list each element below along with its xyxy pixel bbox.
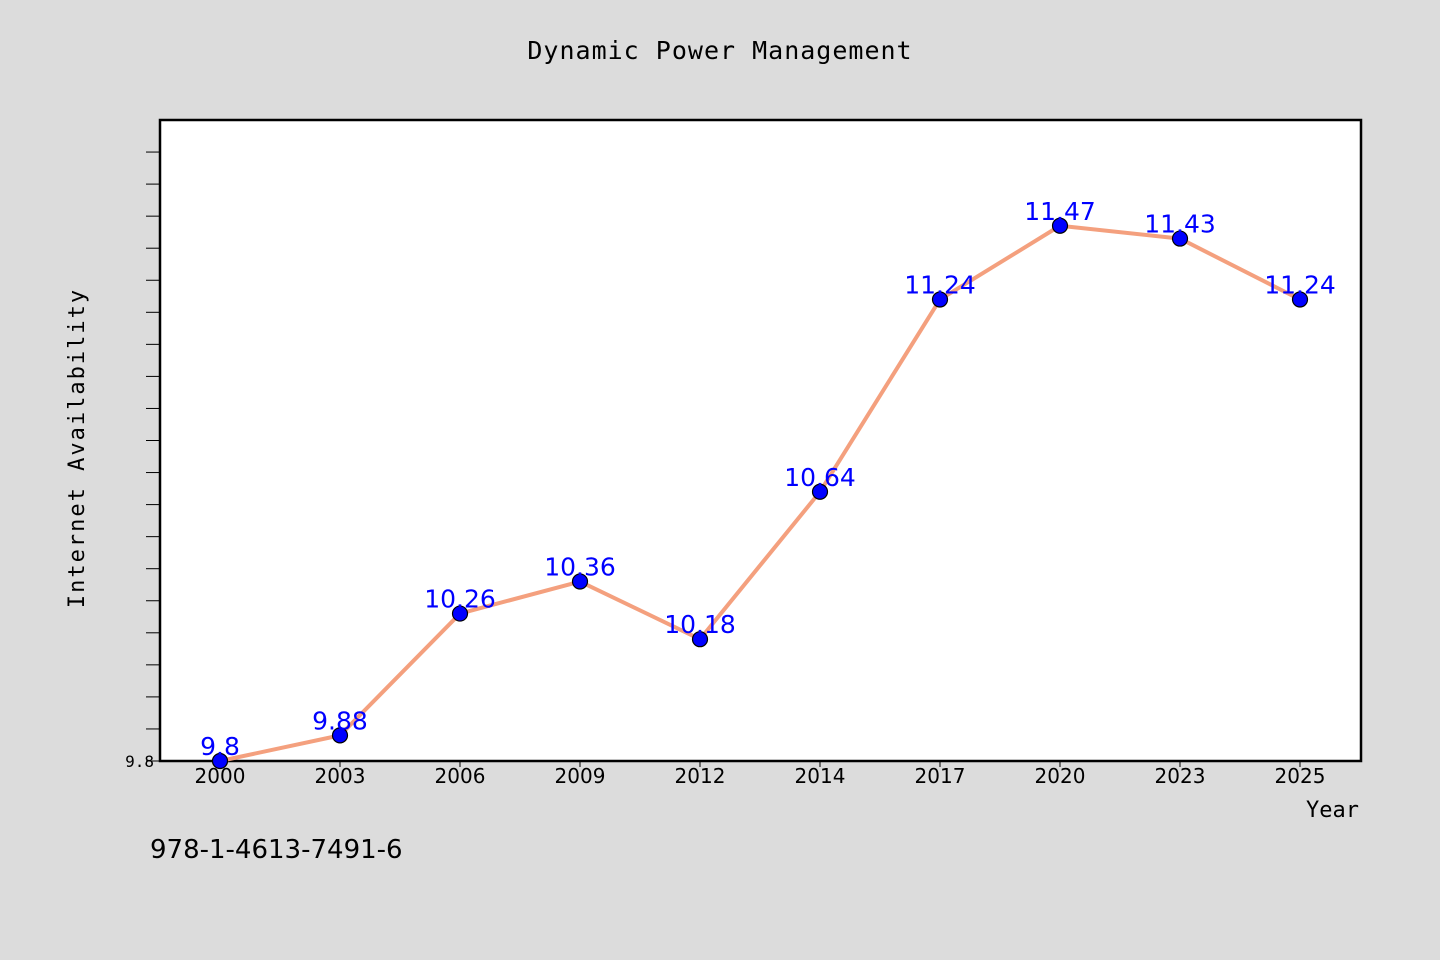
x-tick-label: 2025 <box>1275 764 1326 788</box>
series-line <box>218 223 1302 763</box>
data-label: 11.43 <box>1144 210 1216 239</box>
series-markers <box>211 217 1309 770</box>
data-point <box>1171 230 1189 247</box>
data-label: 11.47 <box>1024 197 1096 226</box>
x-axis-ticks: 2000 2003 2006 2009 2012 2014 2017 2020 2023 2025 <box>195 761 1326 788</box>
data-label: 10.36 <box>544 553 616 582</box>
chart-title: Dynamic Power Management <box>527 36 913 65</box>
data-label: 10.26 <box>424 585 496 614</box>
data-point <box>451 605 469 622</box>
data-label: 10.18 <box>664 610 736 639</box>
data-point <box>1051 217 1069 234</box>
x-tick-label: 2017 <box>915 764 966 788</box>
x-tick-label: 2003 <box>315 764 366 788</box>
data-label: 10.64 <box>784 463 856 492</box>
data-point <box>931 291 949 308</box>
data-label: 9.8 <box>200 732 240 761</box>
data-label: 11.24 <box>904 270 976 299</box>
x-tick-label: 2023 <box>1155 764 1206 788</box>
x-tick-label: 2020 <box>1035 764 1086 788</box>
data-point <box>331 727 349 744</box>
isbn-text: 978-1-4613-7491-6 <box>150 835 403 865</box>
data-label: 11.24 <box>1264 270 1336 299</box>
x-tick-label: 2006 <box>435 764 486 788</box>
data-point <box>691 631 709 648</box>
y-tick-label: 9.8 <box>125 752 154 771</box>
data-point <box>571 573 589 590</box>
x-tick-label: 2014 <box>795 764 846 788</box>
plot-area <box>158 118 1363 763</box>
x-tick-label: 2012 <box>675 764 726 788</box>
data-labels: 9.8 9.88 10.26 10.36 10.18 10.64 11.24 11.47 11.… <box>200 197 1336 761</box>
y-axis-label: Internet Availability <box>65 288 90 608</box>
data-point <box>1291 291 1309 308</box>
x-axis-label: Year <box>1306 798 1359 823</box>
data-label: 9.88 <box>312 706 368 735</box>
y-axis-ticks: 9.8 <box>125 151 160 771</box>
x-tick-label: 2009 <box>555 764 606 788</box>
data-point <box>811 483 829 500</box>
data-point <box>211 752 229 770</box>
